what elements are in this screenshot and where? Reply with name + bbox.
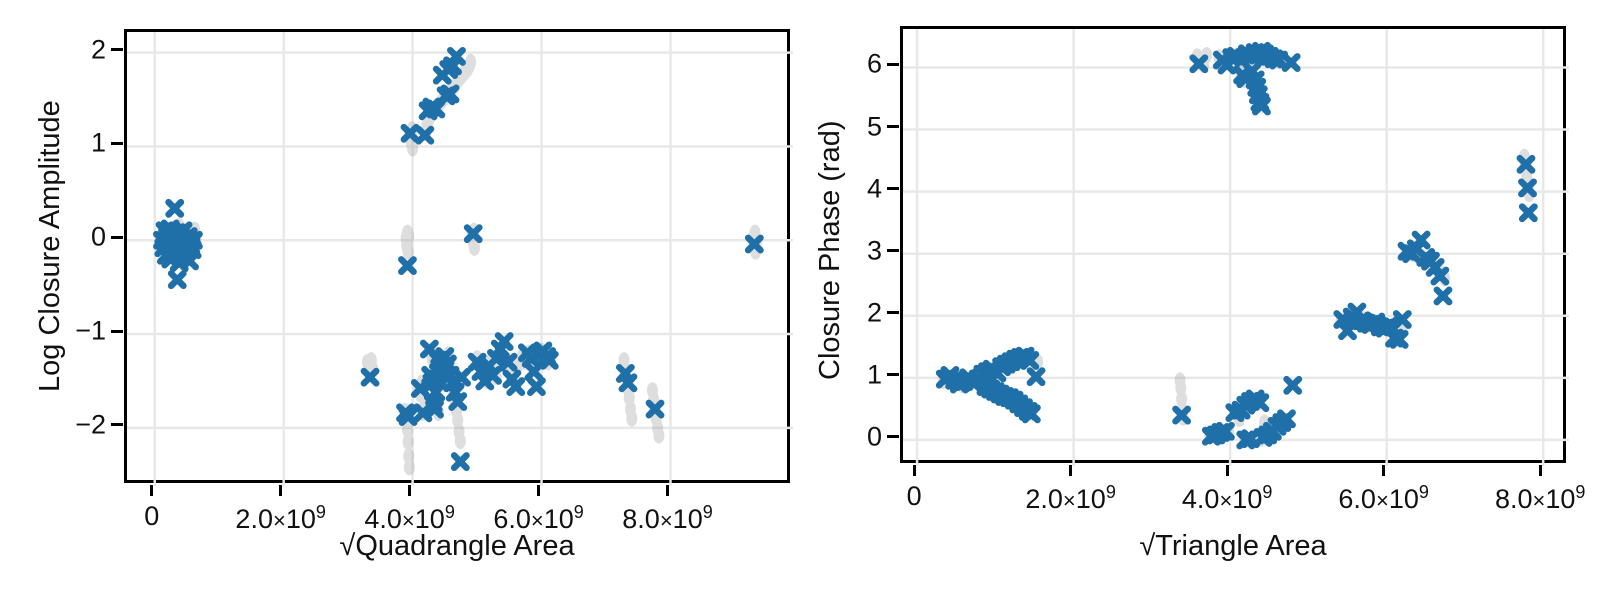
y-tick-label: 2 xyxy=(90,34,106,65)
x-tick-mark xyxy=(537,485,541,496)
series-observed xyxy=(935,41,1538,450)
y-tick-mark xyxy=(111,141,123,145)
plot-area-right xyxy=(900,26,1569,466)
x-tick-label: 8.0×109 xyxy=(622,502,713,534)
x-tick-label: 0 xyxy=(906,481,922,511)
x-tick-label: 2.0×109 xyxy=(1025,482,1116,514)
x-tick-mark xyxy=(912,465,916,476)
y-tick-mark xyxy=(111,48,123,52)
y-axis-title-right: Closure Phase (rad) xyxy=(814,120,846,381)
x-tick-label: 4.0×109 xyxy=(364,502,455,534)
y-tick-label: 0 xyxy=(866,421,882,452)
scatter-canvas-left xyxy=(127,32,793,486)
y-tick-label: 5 xyxy=(866,111,882,142)
y-tick-label: 3 xyxy=(866,235,882,266)
y-tick-label: −1 xyxy=(75,315,106,346)
y-tick-label: 0 xyxy=(90,221,106,252)
y-tick-label: −2 xyxy=(75,409,106,440)
x-tick-mark xyxy=(408,485,412,496)
x-tick-label: 4.0×109 xyxy=(1181,482,1273,514)
x-tick-mark xyxy=(1382,465,1386,476)
x-tick-mark xyxy=(1538,465,1542,476)
x-tick-mark xyxy=(279,485,283,496)
x-tick-mark xyxy=(150,485,154,496)
y-tick-mark xyxy=(887,311,899,315)
x-axis-title-left: √Quadrangle Area xyxy=(339,530,575,562)
series-observed xyxy=(153,46,764,472)
x-tick-label: 6.0×109 xyxy=(1338,482,1429,514)
y-tick-mark xyxy=(111,235,123,239)
x-tick-label: 0 xyxy=(144,501,160,531)
y-tick-label: 1 xyxy=(866,359,882,390)
x-tick-label: 8.0×109 xyxy=(1494,482,1586,514)
x-tick-mark xyxy=(666,485,669,496)
y-tick-mark xyxy=(887,373,899,377)
x-tick-label: 6.0×109 xyxy=(493,502,584,534)
y-tick-label: 1 xyxy=(90,127,106,158)
plot-area-left xyxy=(124,29,793,486)
y-axis-title-left: Log Closure Amplitude xyxy=(34,100,66,392)
x-tick-mark xyxy=(1069,465,1073,476)
y-tick-mark xyxy=(111,329,123,333)
y-tick-label: 6 xyxy=(866,48,882,79)
y-tick-mark xyxy=(111,423,123,427)
y-tick-mark xyxy=(887,435,899,439)
x-axis-title-right: √Triangle Area xyxy=(1139,530,1327,562)
y-tick-mark xyxy=(887,249,899,253)
y-tick-label: 4 xyxy=(866,173,882,204)
y-tick-label: 2 xyxy=(866,297,882,328)
y-tick-mark xyxy=(887,187,899,191)
series-model xyxy=(938,43,1535,447)
scatter-canvas-right xyxy=(903,29,1569,466)
panel-closure-amplitude: 0 2.0×109 4.0×109 6.0×109 8.0×109 2 1 0 −1 −2 √Q… xyxy=(34,29,793,562)
panel-closure-phase: 0 2.0×109 4.0×109 6.0×109 8.0×109 6 5 4 3 2 1 0 √T… xyxy=(800,0,1600,600)
y-tick-mark xyxy=(887,125,899,129)
x-tick-label: 2.0×109 xyxy=(235,502,326,534)
y-tick-mark xyxy=(887,62,899,66)
x-tick-mark xyxy=(1225,465,1229,476)
